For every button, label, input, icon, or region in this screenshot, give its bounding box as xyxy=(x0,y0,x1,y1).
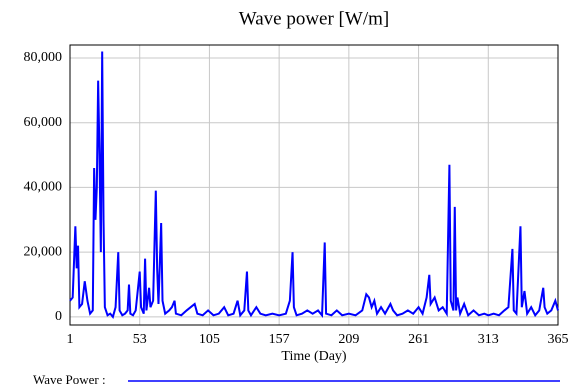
y-tick-label: 80,000 xyxy=(24,50,63,65)
y-tick-label: 0 xyxy=(55,309,62,324)
x-tick-label: 105 xyxy=(199,332,220,347)
x-tick-label: 261 xyxy=(408,332,429,347)
y-tick-label: 40,000 xyxy=(24,180,63,195)
data-line xyxy=(69,51,559,320)
x-tick-label: 313 xyxy=(478,332,499,347)
x-tick-label: 365 xyxy=(548,332,569,347)
x-tick-label: 157 xyxy=(269,332,290,347)
chart-title: Wave power [W/m] xyxy=(239,8,389,29)
legend-label: Wave Power : xyxy=(33,372,106,387)
plot-frame xyxy=(69,44,559,326)
x-axis-label: Time (Day) xyxy=(281,349,347,364)
x-tick-label: 209 xyxy=(338,332,359,347)
x-tick-label: 53 xyxy=(133,332,147,347)
x-tick-label: 1 xyxy=(67,332,74,347)
y-tick-label: 20,000 xyxy=(24,244,63,259)
y-tick-label: 60,000 xyxy=(24,115,63,130)
